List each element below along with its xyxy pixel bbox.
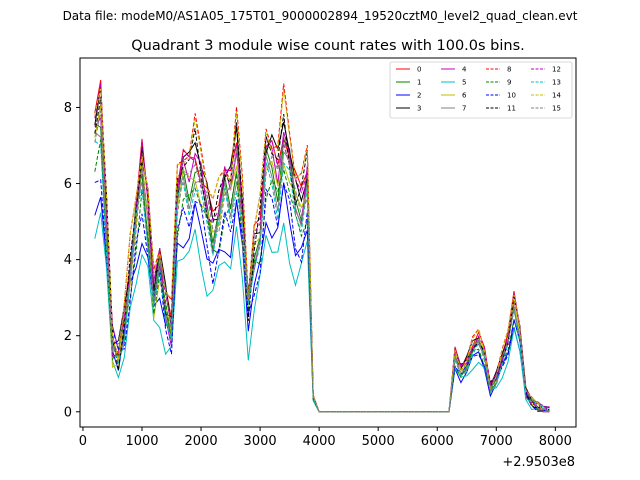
- legend-label-0: 0: [417, 66, 421, 74]
- legend-label-14: 14: [552, 92, 561, 100]
- y-tick-label: 2: [64, 329, 72, 344]
- x-tick-label: 0: [79, 434, 87, 449]
- y-axis: 0 2 4 6 8: [64, 101, 80, 420]
- series-layer: [94, 79, 550, 413]
- legend-label-11: 11: [507, 105, 516, 113]
- legend-label-8: 8: [507, 66, 511, 74]
- chart-title: Quadrant 3 module wise count rates with …: [131, 38, 525, 54]
- legend-box: [389, 61, 573, 119]
- legend-label-3: 3: [417, 105, 421, 113]
- axes-frame: [79, 57, 577, 428]
- series-line-9: [94, 139, 550, 413]
- x-tick-label: 3000: [244, 434, 277, 449]
- figure-suptitle: Data file: modeM0/AS1A05_175T01_90000028…: [63, 9, 578, 23]
- x-tick-label: 7000: [480, 434, 513, 449]
- series-line-5: [94, 212, 550, 413]
- series-line-8: [94, 83, 550, 413]
- legend-label-4: 4: [462, 66, 467, 74]
- x-offset-label: +2.9503e8: [502, 455, 575, 470]
- plot-area: [79, 57, 577, 428]
- y-tick-label: 0: [64, 405, 72, 420]
- series-line-13: [94, 140, 550, 413]
- x-tick-label: 1000: [125, 434, 158, 449]
- legend-label-7: 7: [462, 105, 466, 113]
- legend-label-15: 15: [552, 105, 561, 113]
- legend-label-9: 9: [507, 79, 511, 87]
- x-tick-label: 4000: [303, 434, 336, 449]
- y-tick-label: 6: [64, 177, 72, 192]
- x-tick-label: 6000: [421, 434, 454, 449]
- y-tick-label: 8: [64, 101, 72, 116]
- y-tick-label: 4: [64, 253, 72, 268]
- series-line-15: [94, 110, 550, 413]
- x-tick-label: 5000: [362, 434, 395, 449]
- legend-label-13: 13: [552, 79, 561, 87]
- legend-label-6: 6: [462, 92, 467, 100]
- x-tick-label: 8000: [539, 434, 572, 449]
- legend-label-5: 5: [462, 79, 466, 87]
- legend-label-12: 12: [552, 66, 561, 74]
- x-tick-label: 2000: [185, 434, 218, 449]
- x-axis: 0 1000 2000 3000 4000 5000 6000 7000 8000: [79, 427, 572, 449]
- legend-label-1: 1: [417, 79, 421, 87]
- legend-label-10: 10: [507, 92, 516, 100]
- legend-label-2: 2: [417, 92, 421, 100]
